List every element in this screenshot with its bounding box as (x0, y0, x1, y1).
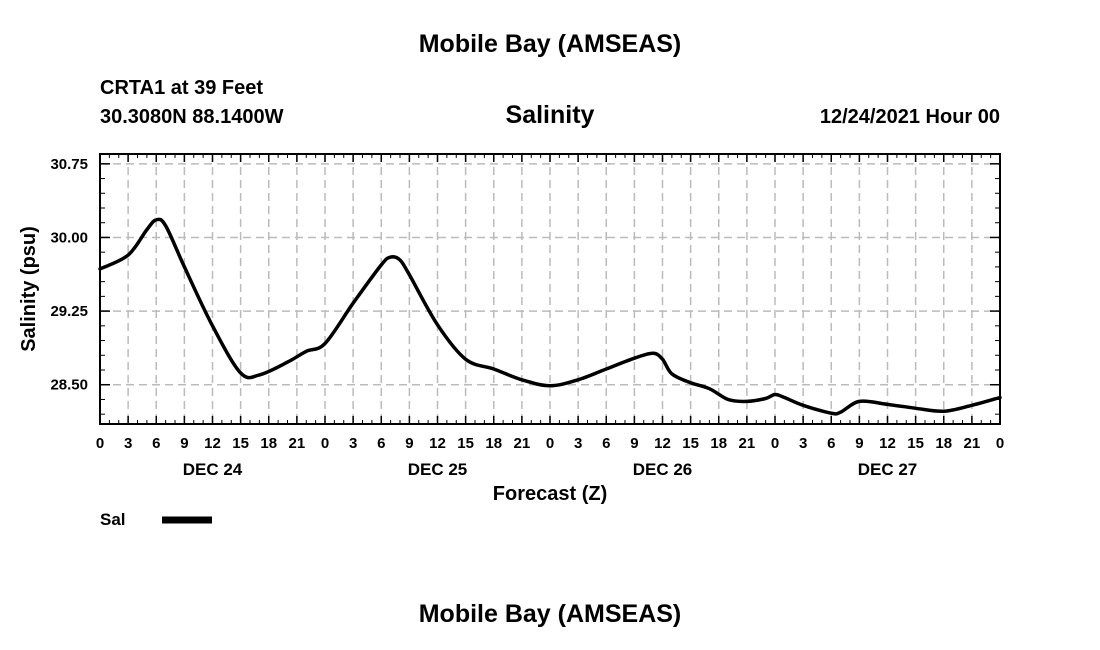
x-tick-label: 18 (485, 435, 502, 452)
axis-ticks (99, 154, 1001, 424)
date-label: DEC 25 (408, 460, 468, 479)
x-tick-label: 18 (935, 435, 952, 452)
y-tick-label: 28.50 (50, 377, 88, 394)
chart-title: Salinity (505, 101, 595, 129)
x-tick-label: 6 (377, 435, 385, 452)
x-tick-label: 21 (514, 435, 531, 452)
x-tick-label: 12 (429, 435, 446, 452)
x-tick-label: 3 (124, 435, 132, 452)
x-tick-label: 9 (855, 435, 863, 452)
datetime-label: 12/24/2021 Hour 00 (819, 106, 1000, 128)
y-tick-label: 30.75 (50, 156, 88, 173)
x-tick-label: 15 (682, 435, 699, 452)
station-label: CRTA1 at 39 Feet (100, 77, 264, 99)
y-axis-title: Salinity (psu) (18, 226, 40, 352)
x-tick-label: 18 (710, 435, 727, 452)
date-label: DEC 26 (633, 460, 693, 479)
grid-lines (100, 154, 1000, 424)
x-tick-label: 18 (260, 435, 277, 452)
x-tick-label: 6 (152, 435, 160, 452)
series-layer (98, 217, 1002, 416)
x-tick-label: 3 (799, 435, 807, 452)
x-tick-label: 9 (405, 435, 413, 452)
x-tick-label: 3 (574, 435, 582, 452)
x-tick-label: 6 (602, 435, 610, 452)
x-tick-label: 15 (457, 435, 474, 452)
page-title-top: Mobile Bay (AMSEAS) (418, 30, 682, 58)
x-tick-label: 6 (827, 435, 835, 452)
series-line-sal (98, 217, 1002, 416)
x-axis-title: Forecast (Z) (493, 483, 607, 505)
x-tick-label: 0 (996, 435, 1004, 452)
date-label: DEC 27 (858, 460, 918, 479)
y-tick-label: 29.25 (50, 303, 88, 320)
x-tick-label: 3 (349, 435, 357, 452)
axis-labels: 0 3 6 9 12 15 18 21 0 3 6 9 12 15 18 21 0 3 6 9 12 15 18 21 0 3 6 9… (50, 156, 1004, 479)
x-tick-label: 12 (654, 435, 671, 452)
x-tick-label: 12 (879, 435, 896, 452)
x-tick-label: 21 (964, 435, 981, 452)
x-tick-label: 12 (204, 435, 221, 452)
legend: Sal (100, 510, 212, 529)
x-tick-label: 21 (739, 435, 756, 452)
x-tick-label: 15 (907, 435, 924, 452)
x-tick-label: 9 (180, 435, 188, 452)
date-label: DEC 24 (183, 460, 243, 479)
location-label: 30.3080N 88.1400W (100, 106, 284, 128)
x-tick-label: 9 (630, 435, 638, 452)
legend-label: Sal (100, 510, 126, 529)
x-tick-label: 0 (771, 435, 779, 452)
page-title-bottom: Mobile Bay (AMSEAS) (418, 600, 682, 628)
y-tick-label: 30.00 (50, 229, 88, 246)
x-tick-label: 0 (321, 435, 329, 452)
x-tick-label: 0 (96, 435, 104, 452)
x-tick-label: 21 (289, 435, 306, 452)
x-tick-label: 0 (546, 435, 554, 452)
x-tick-label: 15 (232, 435, 249, 452)
